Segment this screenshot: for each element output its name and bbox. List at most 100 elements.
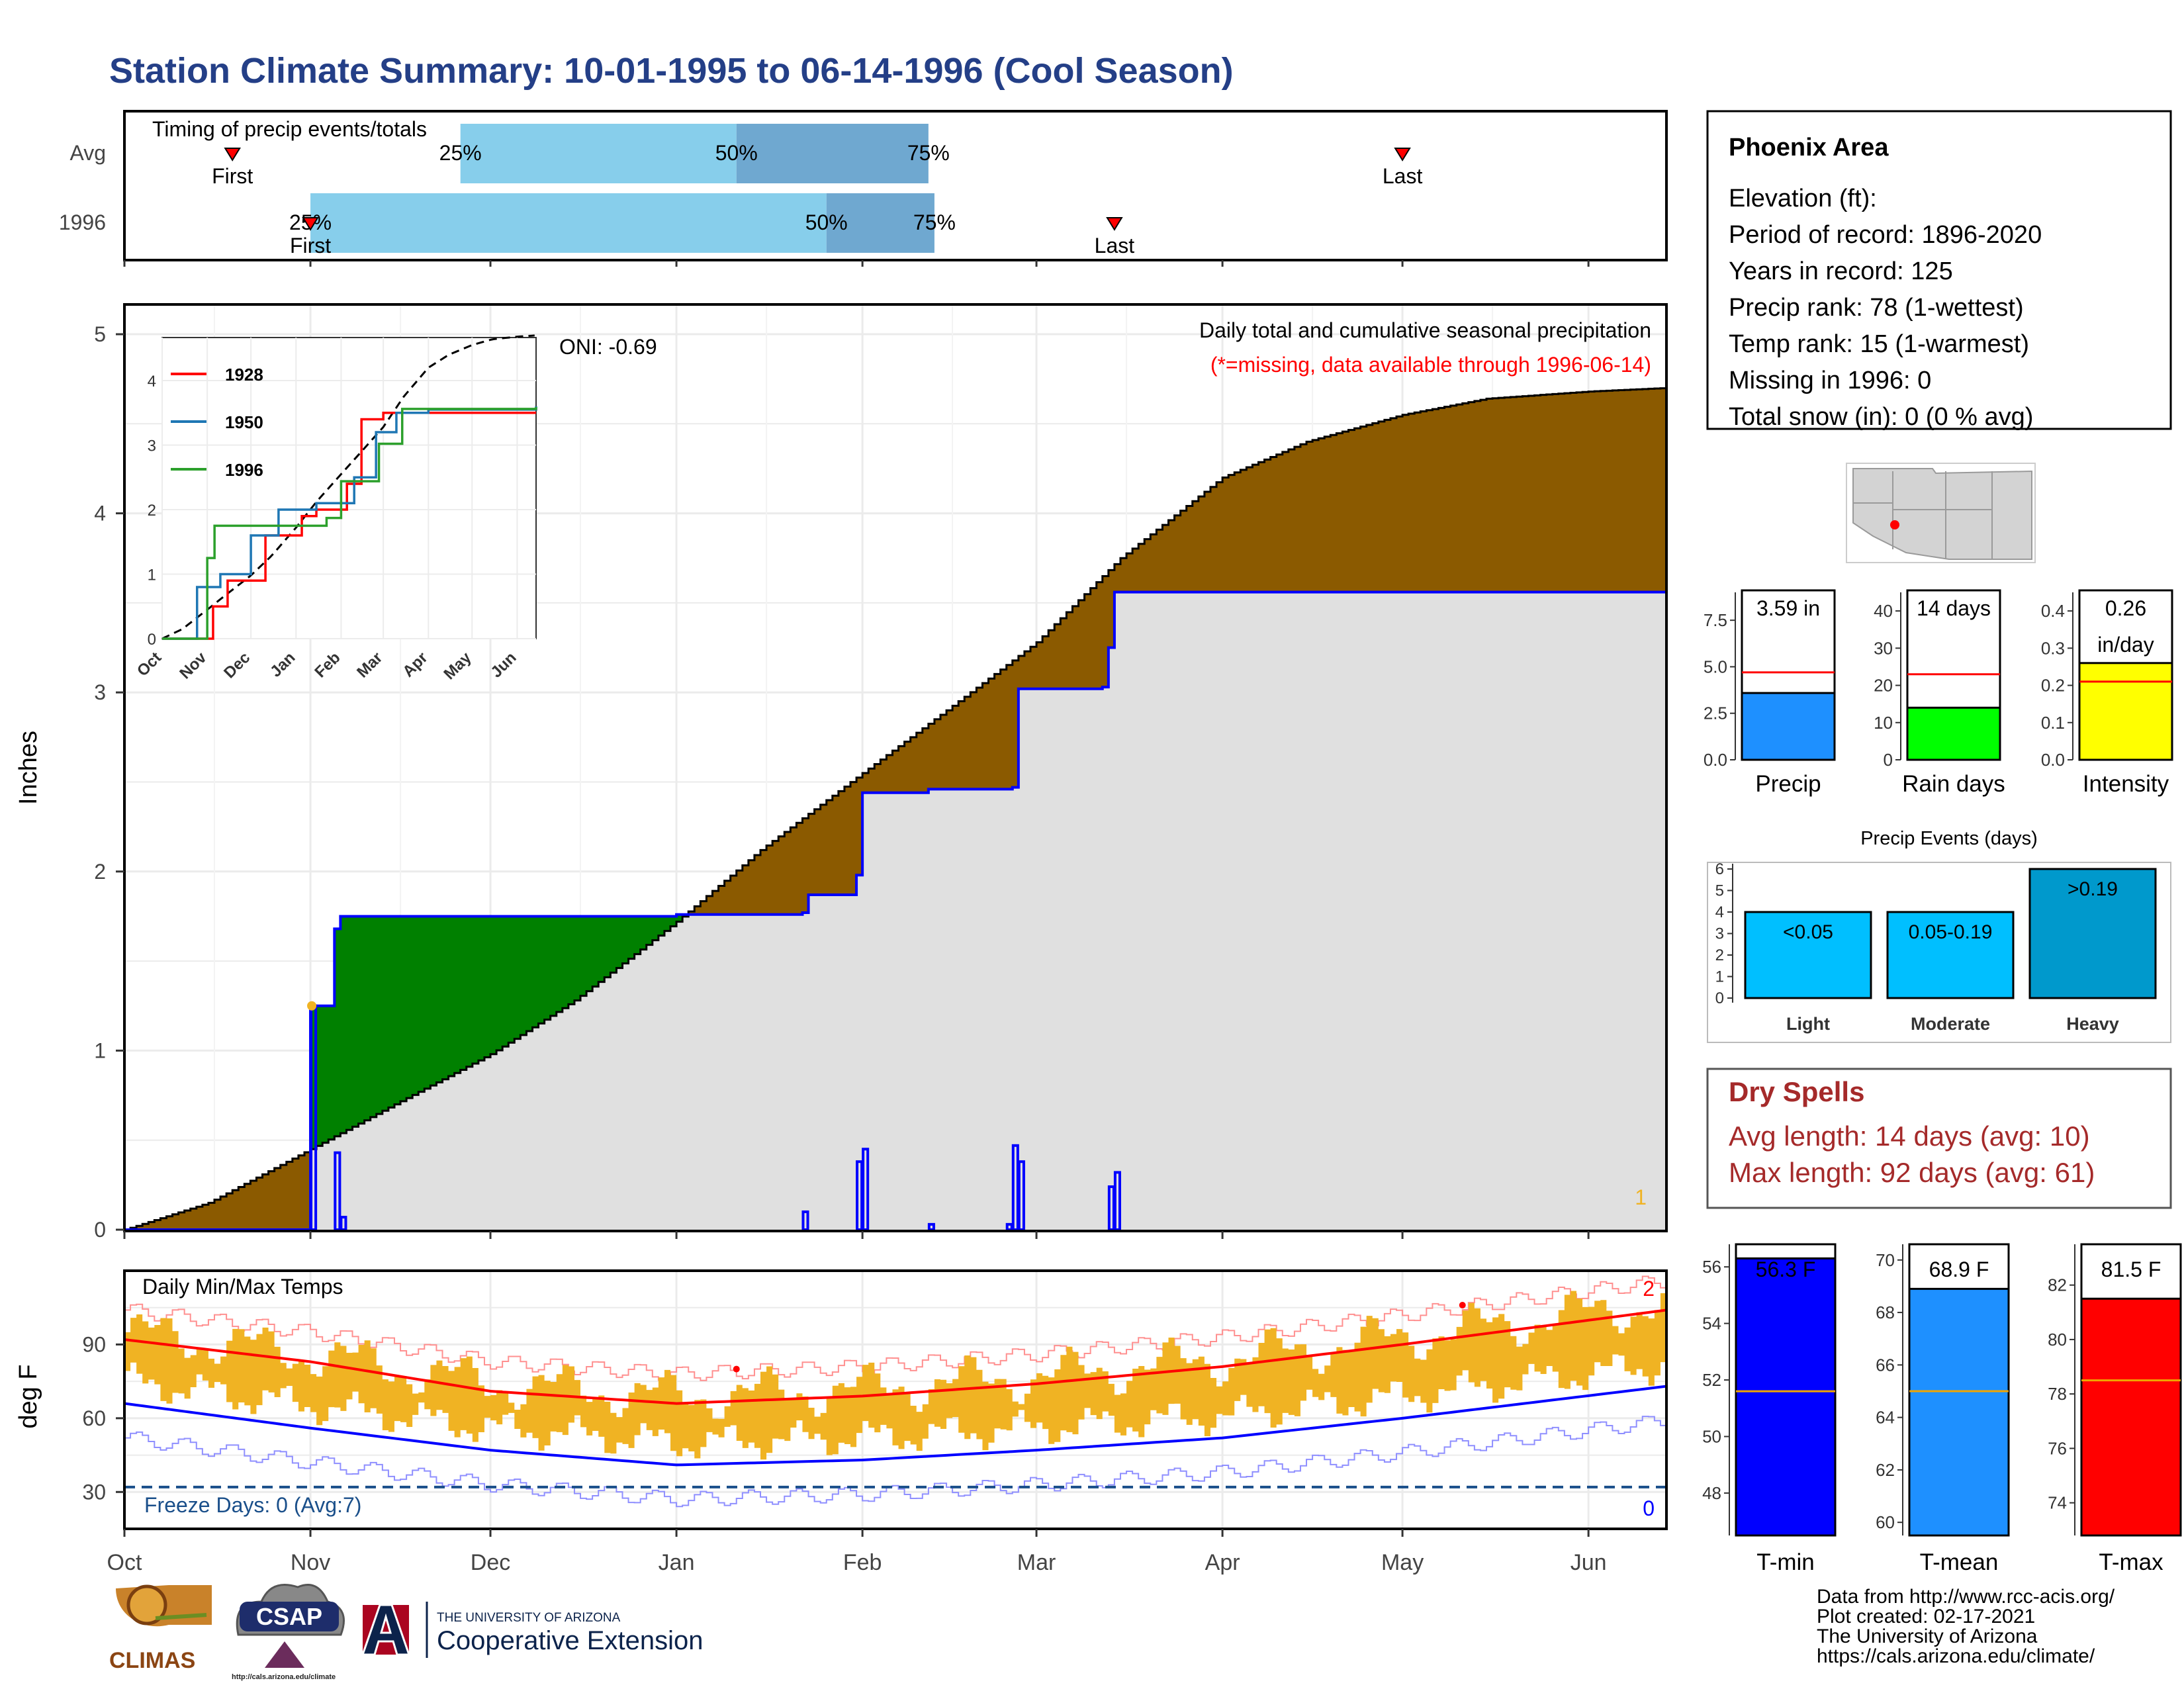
mini-bar-value-label: 0.26 xyxy=(2105,596,2146,620)
temp-bar-value-label: 56.3 F xyxy=(1756,1257,1816,1281)
temp-bar-value-t-mean xyxy=(1908,1287,2010,1537)
inset-series-line-1950 xyxy=(162,406,537,640)
dry-spells-title: Dry Spells xyxy=(1729,1076,1864,1107)
precip-events-title: Precip Events (days) xyxy=(1860,828,2038,849)
events-content: 0 1 2 3 4 5 6 <0.05 Light 0.05-0.19 Moderate >0.19 H… xyxy=(1715,860,2157,1034)
events-bar-heavy xyxy=(2028,868,2157,999)
x-axis-tick-label: Jan xyxy=(659,1550,695,1575)
timing-first-label: First xyxy=(212,164,253,188)
info-snow: Total snow (in): 0 (0 % avg) xyxy=(1729,403,2033,431)
timing-p75-label: 75% xyxy=(907,141,950,165)
mini-bar-tick-label: 20 xyxy=(1874,676,1893,696)
timing-p50-label: 50% xyxy=(715,141,758,165)
locator-map xyxy=(1846,463,2036,563)
events-tick-label: 6 xyxy=(1715,860,1724,878)
inset-y-tick-label: 2 xyxy=(148,502,156,520)
timing-last-marker xyxy=(1106,217,1123,231)
temp-bar-tick-label: 74 xyxy=(2048,1493,2067,1513)
mini-bar-label: Precip xyxy=(1755,771,1821,797)
events-bar-label: <0.05 xyxy=(1783,921,1833,943)
timing-row-avg-label: Avg xyxy=(69,141,106,165)
inset-frame xyxy=(161,337,537,639)
x-axis-tick-label: Nov xyxy=(291,1550,330,1575)
events-tick-label: 4 xyxy=(1715,903,1724,921)
precip-ylabel: Inches xyxy=(15,731,42,805)
season-cumulative-area xyxy=(124,586,1666,1230)
events-category-label: Moderate xyxy=(1911,1014,1990,1034)
inset-series-line-1928 xyxy=(162,412,536,640)
above-average-area xyxy=(310,914,689,1150)
events-tick-label: 1 xyxy=(1715,968,1724,986)
temp-bar-tick-label: 62 xyxy=(1876,1460,1895,1480)
x-axis-labels: Oct Nov Dec Jan Feb Mar Apr May Jun xyxy=(107,1529,1607,1575)
page-title: Station Climate Summary: 10-01-1995 to 0… xyxy=(109,51,1234,91)
temp-y-tick-label: 90 xyxy=(82,1332,106,1356)
events-category-label: Light xyxy=(1786,1014,1830,1034)
csap-mountain xyxy=(265,1641,304,1668)
temp-series xyxy=(124,1275,1667,1508)
mini-bar-label: Intensity xyxy=(2083,771,2169,797)
timing-panel: Timing of precip events/totals Avg 1996 … xyxy=(59,110,1668,267)
main-y-tick-label: 5 xyxy=(94,322,106,346)
ua-block-a-icon xyxy=(361,1604,411,1656)
inset-y-tick-label: 4 xyxy=(148,373,156,390)
ua-small-text: THE UNIVERSITY OF ARIZONA xyxy=(437,1611,621,1625)
temp-bar-tick-label: 76 xyxy=(2048,1438,2067,1458)
temp-bar-tick-label: 80 xyxy=(2048,1330,2067,1349)
events-tick-label: 0 xyxy=(1715,989,1724,1007)
temp-bar-tick-label: 52 xyxy=(1702,1370,1721,1390)
timing-p50-label: 50% xyxy=(805,210,848,234)
main-y-tick-label: 2 xyxy=(94,860,106,884)
temp-bar-label: T-mean xyxy=(1920,1549,1999,1575)
record-low-line xyxy=(124,1416,1666,1508)
mini-bar-value xyxy=(2078,662,2173,761)
x-axis-tick-label: May xyxy=(1381,1550,1424,1575)
mini-bar-tick-label: 5.0 xyxy=(1704,657,1727,676)
temp-bar-value-label: 68.9 F xyxy=(1929,1257,1989,1281)
average-cumulative-line xyxy=(124,387,1668,1231)
mini-bar-tick-label: 0.3 xyxy=(2041,638,2065,658)
csap-banner xyxy=(240,1602,339,1631)
temp-y-tick-label: 60 xyxy=(82,1406,106,1430)
timing-first-marker xyxy=(224,148,241,161)
main-y-tick-label: 3 xyxy=(94,680,106,704)
x-axis-tick-label: Dec xyxy=(471,1550,510,1575)
timing-q25-q50-bar xyxy=(310,193,827,253)
mini-bar-tick-label: 2.5 xyxy=(1704,704,1727,723)
precip-events-chart: Precip Events (days) 0 1 2 3 4 5 6 <0.05 Light 0.… xyxy=(1707,828,2171,1043)
temp-bar-tick-label: 66 xyxy=(1876,1355,1895,1375)
missing-note: (*=missing, data available through 1996-… xyxy=(1210,353,1651,377)
timing-label: Timing of precip events/totals xyxy=(152,117,427,141)
temp-bar-value-t-max xyxy=(2080,1297,2182,1537)
temp-bar-tick-label: 70 xyxy=(1876,1250,1895,1270)
events-category-label: Heavy xyxy=(2066,1014,2119,1034)
footer-line-org: The University of Arizona xyxy=(1817,1625,2038,1647)
timing-last-marker xyxy=(1394,148,1411,161)
temp-bar-tick-label: 56 xyxy=(1702,1257,1721,1277)
timing-p25-label: 25% xyxy=(439,141,482,165)
mini-bar-tick-label: 0.1 xyxy=(2041,713,2065,733)
x-axis-tick-label: Feb xyxy=(843,1550,882,1575)
mini-bar-value xyxy=(1741,692,1836,761)
temp-bar-tick-label: 54 xyxy=(1702,1314,1721,1334)
temp-bar-tick-label: 60 xyxy=(1876,1512,1895,1532)
info-period: Period of record: 1896-2020 xyxy=(1729,221,2042,249)
precip-caption: Daily total and cumulative seasonal prec… xyxy=(1199,318,1651,342)
inset-y-tick-label: 3 xyxy=(148,437,156,455)
main-series xyxy=(124,387,1668,1232)
mini-bar-tick-label: 0 xyxy=(1884,750,1893,770)
timing-row-1996-label: 1996 xyxy=(59,210,106,234)
info-years: Years in record: 125 xyxy=(1729,257,1953,285)
season-cumulative-line xyxy=(124,586,1668,1231)
x-axis-tick-label: Apr xyxy=(1205,1550,1240,1575)
temp-panel: Daily Min/Max Temps deg F Freeze Days: 0… xyxy=(15,1269,1668,1575)
inset-average-line xyxy=(161,334,535,640)
x-axis-tick-label: Mar xyxy=(1017,1550,1056,1575)
mini-bar-tick-label: 40 xyxy=(1874,601,1893,621)
mini-bar-value-label: 3.59 in xyxy=(1756,596,1820,620)
events-bar-label: 0.05-0.19 xyxy=(1909,921,1993,943)
legend-label-1996: 1996 xyxy=(225,460,263,480)
missing-count: 1 xyxy=(1635,1185,1647,1209)
